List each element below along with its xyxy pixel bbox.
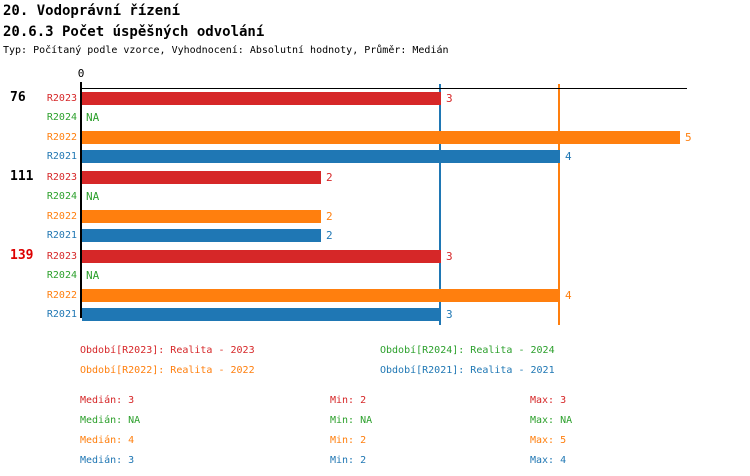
series-label-r2024: R2024 [46, 112, 77, 123]
legend-item-r2023: Období[R2023]: Realita - 2023 [80, 345, 255, 356]
group-label: 76 [10, 90, 26, 105]
legend-item-r2024: Období[R2024]: Realita - 2024 [380, 345, 555, 356]
bar-value-label: 2 [326, 229, 333, 242]
stat-min-r2022: Min: 2 [330, 435, 367, 446]
series-label-r2021: R2021 [46, 230, 77, 241]
x-axis-line [81, 88, 687, 89]
bar-value-label: 2 [326, 210, 333, 223]
series-label-r2023: R2023 [46, 172, 77, 183]
bar-value-label: 3 [446, 92, 453, 105]
bar-r2021 [82, 308, 441, 321]
series-label-r2022: R2022 [46, 132, 77, 143]
stats-table: Medián: 3 Min: 2 Max: 3 Medián: NA Min: NA Ma… [0, 388, 750, 476]
stat-median-r2022: Medián: 4 [80, 435, 135, 446]
group-label: 111 [10, 169, 34, 184]
bar-value-label: 4 [565, 150, 572, 163]
chart-meta: Typ: Počítaný podle vzorce, Vyhodnocení:… [3, 45, 449, 56]
stat-max-r2022: Max: 5 [530, 435, 567, 446]
median-line-r2021 [439, 84, 441, 325]
y-axis-spine [80, 88, 82, 318]
bar-value-label: 5 [685, 131, 692, 144]
stat-min-r2021: Min: 2 [330, 455, 367, 466]
stat-min-r2024: Min: NA [330, 415, 373, 426]
stat-max-r2023: Max: 3 [530, 395, 567, 406]
bar-value-label: 2 [326, 171, 333, 184]
bar-r2023 [82, 250, 441, 263]
bar-value-label: 3 [446, 308, 453, 321]
x-axis-tick [80, 82, 82, 92]
bar-r2023 [82, 171, 321, 184]
stat-median-r2023: Medián: 3 [80, 395, 135, 406]
median-line-r2022 [558, 84, 560, 325]
stat-max-r2021: Max: 4 [530, 455, 567, 466]
series-label-r2024: R2024 [46, 191, 77, 202]
bar-r2022 [82, 131, 680, 144]
stat-min-r2023: Min: 2 [330, 395, 367, 406]
series-label-r2022: R2022 [46, 290, 77, 301]
legend-item-r2022: Období[R2022]: Realita - 2022 [80, 365, 255, 376]
stat-median-r2024: Medián: NA [80, 415, 141, 426]
na-value-label: NA [86, 190, 100, 203]
series-label-r2021: R2021 [46, 151, 77, 162]
page-title: 20. Vodoprávní řízení [3, 3, 181, 19]
bar-r2021 [82, 229, 321, 242]
stat-median-r2021: Medián: 3 [80, 455, 135, 466]
series-label-r2022: R2022 [46, 211, 77, 222]
bar-r2022 [82, 289, 560, 302]
legend-item-r2021: Období[R2021]: Realita - 2021 [380, 365, 555, 376]
page-subtitle: 20.6.3 Počet úspěšných odvolání [3, 24, 265, 40]
na-value-label: NA [86, 269, 100, 282]
series-label-r2023: R2023 [46, 251, 77, 262]
bar-r2022 [82, 210, 321, 223]
bar-value-label: 4 [565, 289, 572, 302]
stat-max-r2024: Max: NA [530, 415, 573, 426]
bar-r2021 [82, 150, 560, 163]
legend: Období[R2023]: Realita - 2023 Období[R202… [0, 340, 750, 390]
group-label: 139 [10, 248, 34, 263]
bar-value-label: 3 [446, 250, 453, 263]
na-value-label: NA [86, 111, 100, 124]
x-axis-tick-label: 0 [77, 67, 85, 80]
bar-r2023 [82, 92, 441, 105]
series-label-r2024: R2024 [46, 270, 77, 281]
series-label-r2023: R2023 [46, 93, 77, 104]
bar-chart-area: 0 76 R2023 3 R2024 NA R2022 5 R2021 4 111 R2023 2 R20… [10, 67, 692, 325]
series-label-r2021: R2021 [46, 309, 77, 320]
